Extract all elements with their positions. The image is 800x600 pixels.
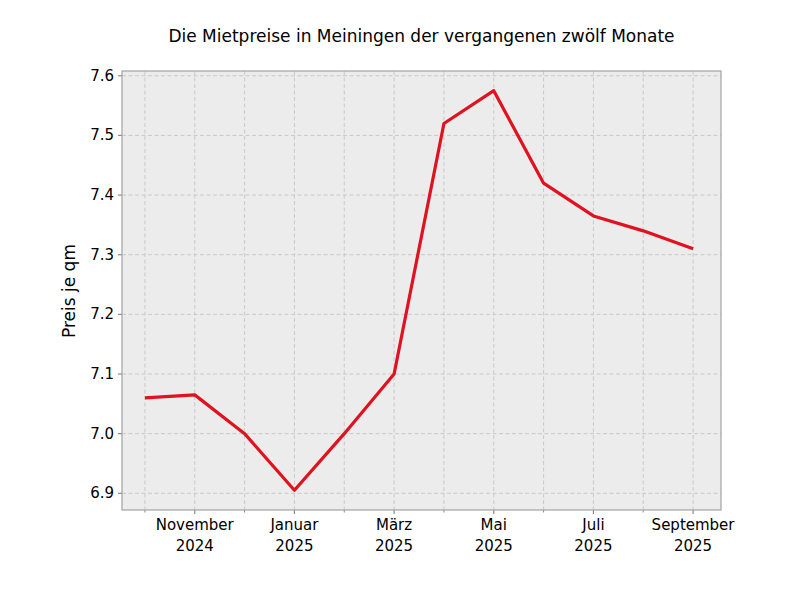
y-tick-label: 7.2 [50,304,114,324]
figure: Die Mietpreise in Meiningen der vergange… [0,0,800,600]
x-tick-label: September 2025 [623,515,763,557]
plot-background [122,71,721,510]
y-tick-label: 7.6 [50,66,114,86]
y-tick-label: 7.3 [50,245,114,265]
plot-svg [0,0,800,600]
y-tick-label: 7.4 [50,185,114,205]
y-tick-label: 7.5 [50,125,114,145]
y-tick-label: 7.1 [50,364,114,384]
y-tick-label: 7.0 [50,424,114,444]
y-tick-label: 6.9 [50,483,114,503]
